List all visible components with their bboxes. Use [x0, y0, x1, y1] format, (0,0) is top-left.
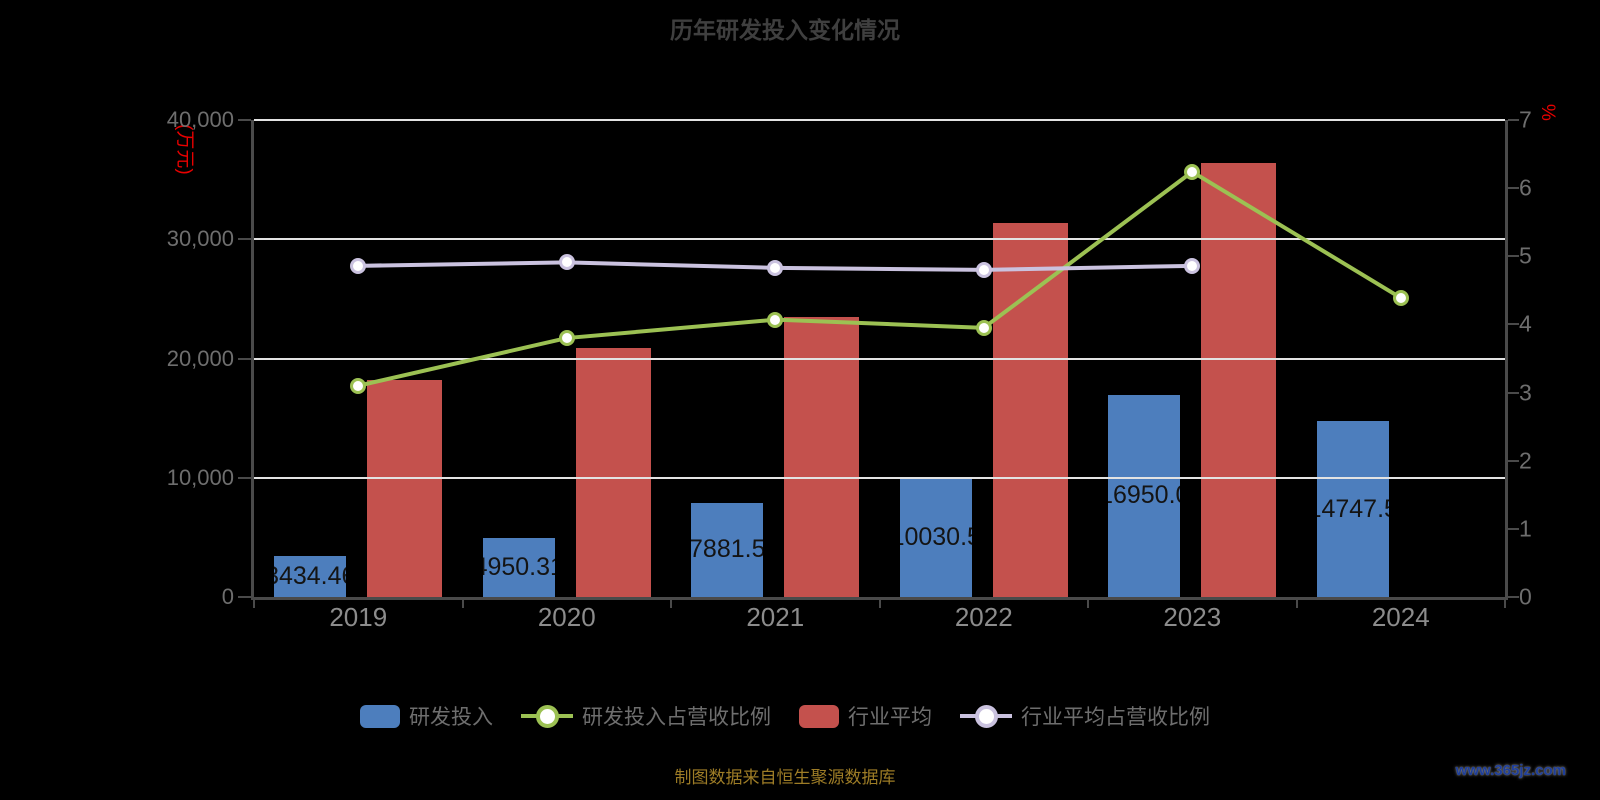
x-axis-label: 2024	[1371, 602, 1430, 632]
watermark-url: www.365jz.com	[1455, 762, 1566, 779]
x-axis-label: 2019	[329, 602, 388, 632]
rd-investment-swatch-icon	[360, 704, 400, 728]
y-axis-right	[1505, 120, 1508, 600]
legend-item-industry-average[interactable]: 行业平均	[799, 701, 932, 731]
x-axis-label: 2022	[954, 602, 1013, 632]
industry-average-swatch-icon	[799, 704, 839, 728]
legend-item-rd-investment[interactable]: 研发投入	[360, 701, 493, 731]
rd-investment-bar	[274, 556, 347, 597]
y-axis-right-label: 4	[1519, 310, 1532, 337]
y-axis-left-label: 0	[221, 584, 234, 609]
y-axis-right-label: 3	[1519, 379, 1532, 406]
industry-average-bar	[367, 379, 443, 597]
y-axis-left-label: 10,000	[166, 464, 234, 490]
x-axis-label: 2021	[746, 602, 805, 632]
rd-ratio-point	[558, 330, 575, 347]
y-axis-right-tick	[1508, 323, 1519, 326]
legend-item-rd-ratio[interactable]: 研发投入占营收比例	[521, 701, 771, 731]
x-axis-tick	[670, 597, 672, 608]
x-axis-tick	[1295, 597, 1298, 608]
x-axis-label: 2020	[537, 602, 596, 632]
chart-title: 历年研发投入变化情况	[670, 17, 900, 43]
y-axis-right-label: 6	[1519, 174, 1532, 201]
x-axis-tick	[253, 597, 255, 608]
legend-label: 研发投入占营收比例	[582, 706, 771, 729]
x-axis-label: 2023	[1163, 602, 1222, 632]
legend-item-industry-ratio[interactable]: 行业平均占营收比例	[960, 701, 1210, 731]
y-axis-left-tick	[238, 238, 251, 241]
industry-average-bar	[1201, 162, 1277, 597]
y-axis-right-tick	[1508, 527, 1519, 530]
rd-ratio-point	[975, 319, 992, 336]
y-axis-right-label: 7	[1519, 106, 1532, 133]
rd-ratio-point	[350, 377, 367, 394]
rd-investment-bar	[482, 537, 555, 597]
rd-ratio-point	[1392, 289, 1409, 306]
x-axis-tick	[461, 597, 464, 608]
y-axis-right-tick	[1508, 119, 1519, 121]
right-axis-unit: %	[1537, 104, 1558, 121]
y-axis-right-label: 5	[1519, 242, 1532, 269]
y-axis-right-tick	[1508, 459, 1519, 462]
y-axis-right-label: 2	[1519, 447, 1532, 474]
y-axis-right-label: 0	[1519, 583, 1532, 610]
y-axis-right-label: 1	[1519, 515, 1532, 542]
rd-ratio-point	[1184, 163, 1201, 180]
industry-average-bar	[784, 316, 860, 597]
y-axis-left-tick	[238, 596, 251, 598]
industry-ratio-point	[1184, 257, 1201, 274]
x-axis-tick	[1087, 597, 1089, 608]
industry-average-bar	[992, 222, 1068, 597]
rd-investment-bar	[899, 477, 972, 597]
y-axis-right-tick	[1508, 596, 1519, 598]
gridline	[254, 476, 1505, 479]
y-axis-left-label: 30,000	[166, 226, 234, 252]
gridline	[254, 119, 1505, 121]
rd-investment-bar	[1108, 394, 1181, 597]
rd-investment-bar	[1316, 421, 1389, 597]
rd-ratio-line	[357, 169, 1402, 388]
y-axis-left-label: 40,000	[166, 107, 234, 132]
rd-ratio-point	[767, 311, 784, 328]
legend-label: 行业平均占营收比例	[1021, 706, 1210, 729]
bar-value-label: 16950.0	[1108, 481, 1180, 510]
bar-value-label: 7881.5	[691, 535, 764, 564]
bar-value-label: 14747.5	[1317, 494, 1389, 523]
y-axis-right-tick	[1508, 255, 1519, 258]
y-axis-left-label: 20,000	[166, 345, 234, 371]
industry-ratio-point	[975, 261, 992, 278]
industry-ratio-point	[558, 254, 575, 271]
industry-ratio-point	[767, 259, 784, 276]
legend: 研发投入 研发投入占营收比例 行业平均 行业平均占营收比例	[0, 701, 1570, 731]
bar-value-label: 3434.46	[274, 562, 346, 590]
y-axis-left	[251, 120, 254, 600]
y-axis-left-tick	[238, 119, 251, 121]
rd-investment-bar	[691, 503, 764, 597]
industry-average-bar	[575, 347, 651, 597]
y-axis-left-tick	[238, 357, 251, 360]
x-axis-tick	[1504, 597, 1506, 608]
data-source-note: 制图数据来自恒生聚源数据库	[674, 768, 896, 787]
legend-label: 行业平均	[848, 706, 932, 729]
bar-value-label: 10030.5	[900, 522, 972, 551]
gridline	[254, 238, 1505, 241]
legend-label: 研发投入	[409, 706, 493, 729]
rd-ratio-line-dot-icon	[521, 705, 573, 728]
y-axis-right-tick	[1508, 391, 1519, 394]
x-axis-tick	[878, 597, 881, 608]
line-series-svg	[357, 169, 1402, 388]
y-axis-left-tick	[238, 476, 251, 479]
industry-ratio-point	[350, 257, 367, 274]
gridline	[254, 357, 1505, 360]
y-axis-right-tick	[1508, 187, 1519, 190]
industry-ratio-line-dot-icon	[960, 705, 1012, 728]
